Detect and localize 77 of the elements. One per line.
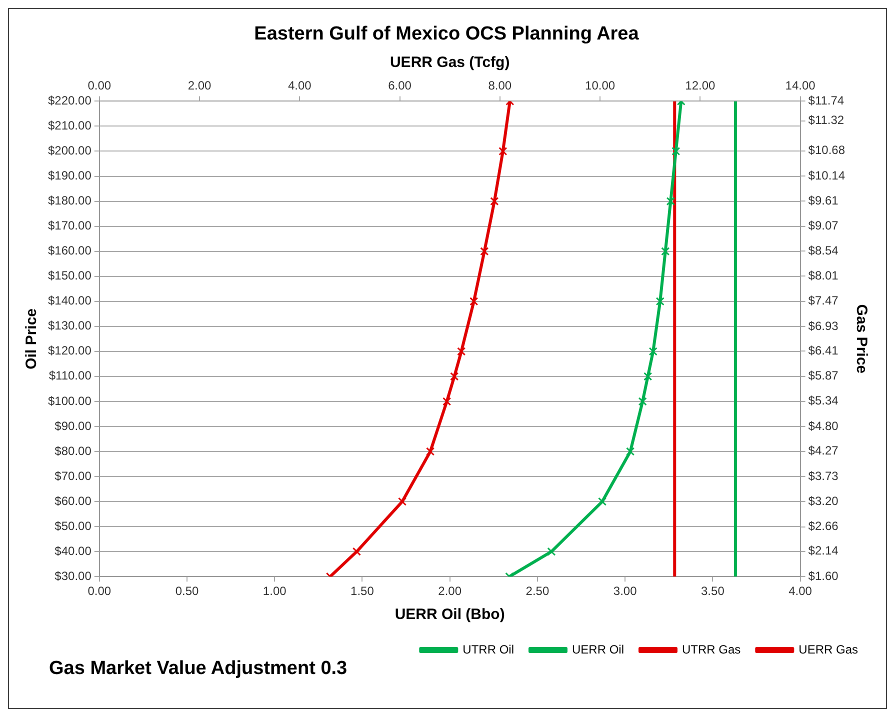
x-tick-label: 0.50: [175, 584, 199, 598]
y2-tick-label: $5.87: [808, 368, 839, 383]
x2-tick-label: 10.00: [585, 78, 616, 92]
y-tick-label: $140.00: [48, 294, 92, 308]
x-tick-label: 0.00: [88, 584, 112, 598]
y-tick-label: $60.00: [54, 494, 92, 508]
y-tick-label: $40.00: [54, 544, 92, 558]
x-tick-label: 3.50: [701, 584, 725, 598]
x2-tick-label: 2.00: [188, 78, 212, 92]
y2-tick-label: $11.74: [808, 94, 844, 108]
x-tick-label: 2.00: [438, 584, 462, 598]
y-tick-label: $70.00: [54, 468, 92, 483]
point: [656, 297, 664, 306]
y2-tick-label: $3.73: [808, 469, 839, 484]
y-tick-label: $160.00: [48, 244, 92, 258]
legend-label: UERR Gas: [798, 642, 858, 656]
y2-tick-label: $5.34: [808, 394, 839, 408]
y2-tick-label: $6.93: [808, 319, 839, 334]
x-tick-label: 2.50: [526, 584, 550, 598]
y2-tick-label: $10.14: [808, 168, 846, 183]
x2-axis-title: UERR Gas (Tcfg): [390, 54, 510, 71]
point: [626, 447, 635, 456]
y2-tick-label: $2.66: [808, 519, 839, 534]
y-tick-label: $100.00: [48, 394, 92, 408]
x2-tick-label: 4.00: [288, 78, 312, 92]
y2-axis-title: Gas Price: [852, 304, 870, 374]
y2-tick-label: $11.32: [808, 113, 844, 128]
y-tick-label: $190.00: [48, 168, 92, 183]
y-tick-label: $180.00: [48, 194, 92, 208]
point: [672, 146, 680, 156]
y2-tick-label: $3.20: [808, 494, 839, 508]
y2-tick-label: $8.01: [808, 268, 839, 282]
legend-label: UERR Oil: [572, 642, 624, 656]
x-tick-label: 1.00: [262, 584, 287, 598]
y2-tick-label: $7.47: [808, 294, 839, 308]
y2-tick-label: $10.68: [808, 143, 846, 158]
y-tick-label: $30.00: [54, 568, 92, 583]
y2-tick-label: $4.27: [808, 444, 839, 458]
point: [661, 247, 670, 256]
x2-tick-label: 6.00: [388, 78, 412, 92]
y2-tick-label: $2.14: [808, 544, 839, 558]
y2-tick-label: $4.80: [808, 418, 839, 433]
point: [648, 347, 658, 356]
point: [666, 197, 675, 206]
x2-tick-label: 0.00: [88, 78, 112, 92]
x2-tick-label: 14.00: [785, 78, 816, 92]
chart-title: Eastern Gulf of Mexico OCS Planning Area: [254, 24, 640, 45]
legend-label: UTRR Gas: [682, 642, 741, 656]
y-axis-title: Oil Price: [23, 308, 40, 370]
legend-label: UTRR Oil: [462, 642, 514, 656]
x2-tick-label: 12.00: [685, 78, 716, 92]
y2-tick-label: $9.07: [808, 218, 839, 233]
x-tick-label: 3.00: [613, 584, 638, 598]
y-tick-label: $130.00: [48, 318, 92, 333]
y-tick-label: $210.00: [48, 118, 92, 133]
point: [644, 372, 652, 381]
point: [547, 547, 556, 556]
y2-tick-label: $9.61: [808, 193, 839, 208]
y-tick-label: $200.00: [48, 144, 92, 158]
y-tick-label: $150.00: [48, 268, 92, 283]
point: [638, 397, 647, 406]
y-tick-label: $50.00: [54, 518, 92, 533]
y2-tick-label: $6.41: [808, 343, 839, 358]
y-tick-label: $110.00: [48, 368, 92, 383]
x-tick-label: 1.50: [350, 584, 374, 598]
point: [598, 497, 607, 506]
y-tick-label: $170.00: [48, 218, 92, 233]
x2-tick-label: 8.00: [488, 78, 512, 92]
y-tick-label: $220.00: [48, 94, 92, 108]
y-tick-label: $80.00: [54, 444, 92, 458]
y2-tick-label: $8.54: [808, 244, 839, 258]
y-tick-label: $120.00: [48, 344, 92, 358]
text: Gas Market Value Adjustment 0.3: [49, 658, 348, 680]
y2-tick-label: $1.60: [808, 568, 839, 583]
x-axis-title: UERR Oil (Bbo): [394, 606, 505, 624]
y-tick-label: $90.00: [54, 418, 92, 433]
x-tick-label: 4.00: [788, 584, 812, 598]
